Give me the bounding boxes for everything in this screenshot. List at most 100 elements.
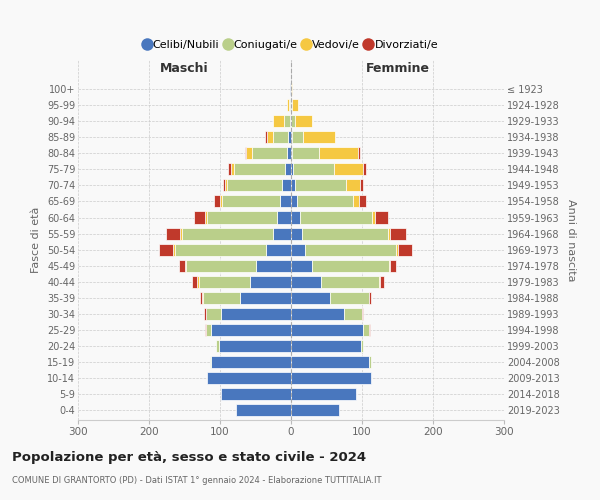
Bar	[283, 180, 291, 192]
Bar	[303, 131, 335, 143]
Bar	[346, 180, 360, 192]
Bar	[389, 260, 391, 272]
Bar	[159, 244, 173, 256]
Bar	[288, 131, 291, 143]
Bar	[388, 228, 391, 239]
Bar	[291, 147, 292, 159]
Bar	[280, 196, 291, 207]
Bar	[180, 228, 182, 239]
Bar	[179, 260, 185, 272]
Bar	[330, 292, 369, 304]
Y-axis label: Fasce di età: Fasce di età	[31, 207, 41, 273]
Bar	[369, 292, 371, 304]
Bar	[287, 99, 289, 111]
Bar	[291, 340, 361, 352]
Bar	[166, 228, 180, 239]
Bar	[207, 372, 291, 384]
Bar	[205, 308, 206, 320]
Bar	[245, 147, 246, 159]
Bar	[250, 276, 291, 288]
Bar	[319, 147, 358, 159]
Bar	[234, 164, 286, 175]
Bar	[398, 244, 412, 256]
Bar	[256, 260, 291, 272]
Bar	[207, 212, 277, 224]
Bar	[273, 115, 284, 127]
Bar	[214, 196, 220, 207]
Bar	[223, 180, 225, 192]
Bar	[361, 340, 364, 352]
Bar	[290, 99, 291, 111]
Bar	[291, 324, 364, 336]
Bar	[216, 340, 218, 352]
Bar	[292, 99, 298, 111]
Bar	[291, 372, 371, 384]
Bar	[305, 244, 396, 256]
Bar	[291, 388, 356, 400]
Bar	[290, 83, 291, 95]
Bar	[211, 324, 291, 336]
Bar	[291, 244, 305, 256]
Bar	[205, 212, 207, 224]
Bar	[272, 131, 288, 143]
Bar	[200, 292, 202, 304]
Bar	[291, 212, 299, 224]
Text: Popolazione per età, sesso e stato civile - 2024: Popolazione per età, sesso e stato civil…	[12, 451, 366, 464]
Bar	[236, 404, 291, 416]
Bar	[228, 164, 232, 175]
Bar	[353, 196, 359, 207]
Bar	[334, 164, 363, 175]
Bar	[277, 212, 291, 224]
Bar	[313, 260, 389, 272]
Y-axis label: Anni di nascita: Anni di nascita	[566, 198, 577, 281]
Bar	[344, 308, 362, 320]
Bar	[291, 404, 339, 416]
Bar	[202, 292, 203, 304]
Bar	[290, 115, 291, 127]
Bar	[175, 244, 266, 256]
Bar	[232, 164, 234, 175]
Bar	[265, 131, 267, 143]
Bar	[221, 308, 291, 320]
Bar	[284, 115, 290, 127]
Bar	[291, 260, 313, 272]
Bar	[379, 276, 380, 288]
Text: Femmine: Femmine	[365, 62, 430, 76]
Bar	[182, 228, 273, 239]
Bar	[364, 324, 369, 336]
Bar	[291, 164, 293, 175]
Bar	[218, 340, 291, 352]
Bar	[360, 180, 364, 192]
Bar	[291, 131, 292, 143]
Bar	[246, 147, 252, 159]
Bar	[359, 196, 366, 207]
Bar	[293, 164, 334, 175]
Bar	[321, 276, 379, 288]
Bar	[211, 356, 291, 368]
Bar	[252, 147, 287, 159]
Bar	[291, 276, 321, 288]
Bar	[302, 228, 388, 239]
Bar	[210, 356, 211, 368]
Bar	[291, 308, 344, 320]
Bar	[199, 276, 250, 288]
Bar	[391, 228, 406, 239]
Bar	[173, 244, 175, 256]
Text: COMUNE DI GRANTORTO (PD) - Dati ISTAT 1° gennaio 2024 - Elaborazione TUTTITALIA.: COMUNE DI GRANTORTO (PD) - Dati ISTAT 1°…	[12, 476, 382, 485]
Bar	[363, 164, 366, 175]
Bar	[186, 260, 256, 272]
Bar	[362, 308, 364, 320]
Bar	[205, 324, 206, 336]
Bar	[372, 212, 375, 224]
Bar	[266, 244, 291, 256]
Bar	[292, 147, 319, 159]
Bar	[289, 99, 290, 111]
Bar	[193, 276, 197, 288]
Bar	[291, 228, 302, 239]
Bar	[358, 147, 360, 159]
Bar	[185, 260, 186, 272]
Bar	[267, 131, 272, 143]
Bar	[380, 276, 384, 288]
Bar	[291, 115, 295, 127]
Bar	[291, 180, 295, 192]
